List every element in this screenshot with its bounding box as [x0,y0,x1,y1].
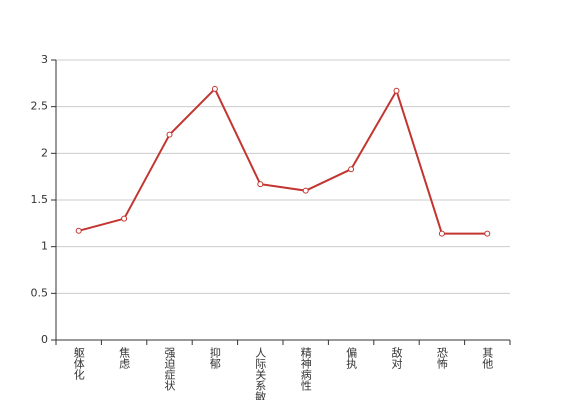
point [75,227,82,234]
x-tick-label: 恐怖 [435,347,448,369]
x-tick-label: 人际关系敏感 [254,347,267,400]
point [438,230,445,237]
x-tick-label: 敌对 [390,346,403,369]
x-tick-label: 精神病性 [299,347,312,392]
x-tick-label: 躯体化 [72,347,85,381]
point [166,131,173,138]
y-tick-label: 1.5 [31,193,49,206]
y-tick-label: 1 [41,240,48,253]
x-tick-label: 偏执 [345,346,358,370]
y-tick-label: 0.5 [31,286,49,299]
point [393,87,400,94]
point [302,187,309,194]
x-tick-label: 强迫症状 [163,347,176,391]
line [78,87,488,235]
x-tick-label: 焦虑 [118,347,131,369]
point [348,166,355,173]
point [257,181,264,188]
y-tick-label: 3 [41,53,48,66]
x-tick-label: 抑郁 [208,346,221,369]
y-tick-label: 2 [41,146,48,159]
y-tick-label: 2.5 [31,100,49,113]
point [484,230,491,237]
point [121,215,128,222]
y-tick-label: 0 [41,333,48,346]
point [211,85,218,92]
x-tick-label: 其他 [481,347,494,369]
